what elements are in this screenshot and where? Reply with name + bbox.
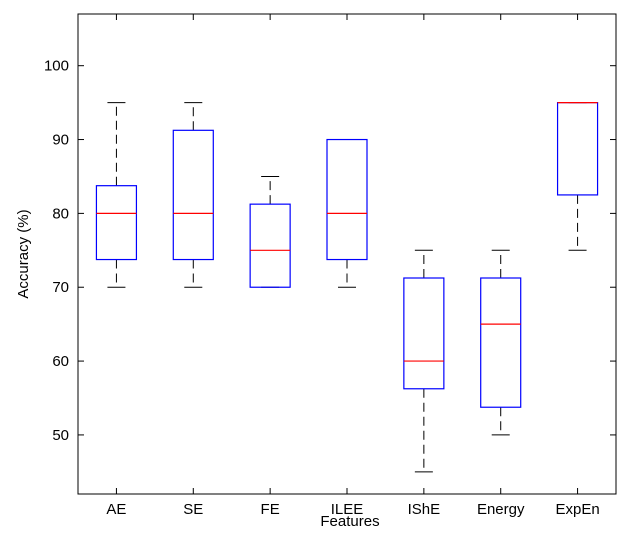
y-axis-label: Accuracy (%): [15, 209, 32, 298]
x-tick-label: ExpEn: [555, 501, 599, 518]
iqr-box: [556, 102, 599, 196]
y-tick-label: 70: [52, 279, 69, 296]
box-series: [95, 102, 599, 473]
box-energy: [480, 249, 522, 436]
y-tick-label: 100: [44, 58, 69, 75]
y-tick-label: 80: [52, 205, 69, 222]
iqr-box: [249, 203, 291, 288]
x-tick-label: FE: [261, 501, 280, 518]
iqr-box: [326, 138, 368, 261]
y-axis-ticks: 50 60 70 80 90 100: [44, 58, 616, 444]
iqr-box: [172, 129, 214, 261]
x-tick-label: AE: [106, 501, 126, 518]
x-tick-label: IShE: [408, 501, 441, 518]
y-tick-label: 90: [52, 132, 69, 149]
iqr-box: [480, 277, 522, 408]
x-axis-ticks: AE SE FE ILEE IShE Energy ExpEn: [106, 14, 600, 518]
axes-frame: [77, 13, 617, 495]
box-se: [172, 102, 214, 288]
y-tick-label: 60: [52, 353, 69, 370]
iqr-box: [403, 277, 445, 390]
x-tick-label: Energy: [477, 501, 525, 518]
x-axis-label: Features: [320, 513, 379, 530]
x-tick-label: ILEE: [331, 501, 364, 518]
x-tick-label: SE: [183, 501, 203, 518]
box-ae: [95, 102, 138, 288]
plot-area: [77, 13, 617, 495]
iqr-box: [95, 185, 138, 261]
y-tick-label: 50: [52, 427, 69, 444]
box-ishe: [403, 249, 445, 473]
box-ilee: [326, 138, 368, 288]
box-expen: [556, 102, 599, 251]
box-fe: [249, 175, 291, 288]
